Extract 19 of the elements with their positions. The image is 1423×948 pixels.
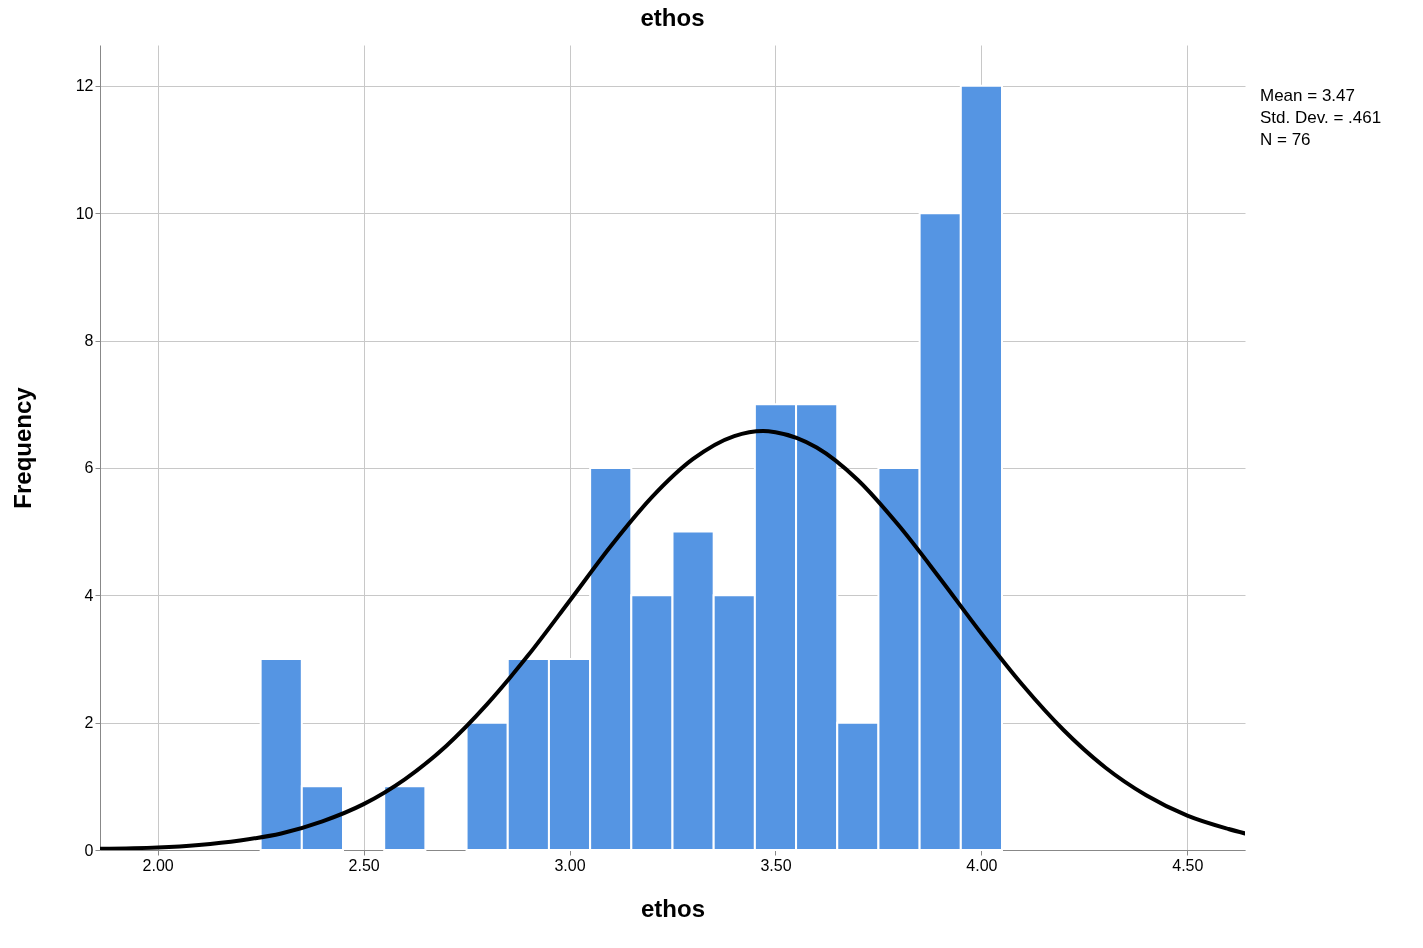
x-axis-title: ethos: [640, 894, 706, 922]
y-tick-label: 10: [75, 204, 94, 222]
y-tick-label: 8: [84, 332, 94, 350]
x-tick-label: 3.00: [554, 856, 586, 874]
y-tick-label: 2: [84, 714, 94, 732]
x-tick-label: 4.00: [966, 856, 998, 874]
chart-title: ethos: [640, 4, 705, 31]
y-tick-label: 12: [75, 77, 94, 95]
x-tick-label: 3.50: [760, 856, 792, 874]
x-tick-label: 2.00: [142, 856, 174, 874]
x-tick-label: 4.50: [1172, 856, 1204, 874]
text: N = 76: [1260, 130, 1311, 149]
y-tick-label: 0: [84, 841, 94, 859]
y-tick-label: 6: [84, 459, 94, 477]
y-tick-label: 4: [84, 586, 94, 604]
x-tick-label: 2.50: [348, 856, 380, 874]
text: Std. Dev. = .461: [1260, 108, 1382, 127]
y-axis-title: Frequency: [8, 386, 36, 509]
text: Mean = 3.47: [1260, 86, 1355, 105]
